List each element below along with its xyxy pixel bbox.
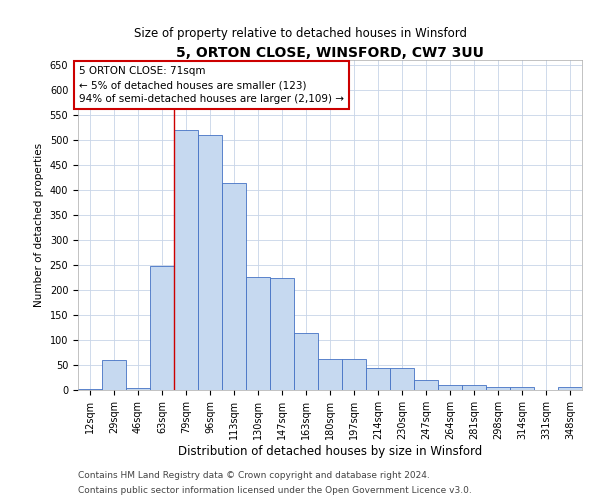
Title: 5, ORTON CLOSE, WINSFORD, CW7 3UU: 5, ORTON CLOSE, WINSFORD, CW7 3UU <box>176 46 484 60</box>
Bar <box>246 277 270 390</box>
Bar <box>294 332 318 390</box>
Text: 5 ORTON CLOSE: 71sqm
← 5% of detached houses are smaller (123)
94% of semi-detac: 5 ORTON CLOSE: 71sqm ← 5% of detached ho… <box>79 66 344 104</box>
Bar <box>462 385 486 390</box>
Bar <box>438 384 462 390</box>
Bar <box>318 359 342 390</box>
Text: Contains HM Land Registry data © Crown copyright and database right 2024.: Contains HM Land Registry data © Crown c… <box>78 471 430 480</box>
Bar <box>222 182 246 390</box>
X-axis label: Distribution of detached houses by size in Winsford: Distribution of detached houses by size … <box>178 444 482 458</box>
Bar <box>342 359 366 390</box>
Bar <box>558 387 582 390</box>
Bar <box>102 360 126 390</box>
Bar <box>270 278 294 390</box>
Bar <box>366 368 390 390</box>
Bar <box>486 386 510 390</box>
Bar <box>414 380 438 390</box>
Text: Size of property relative to detached houses in Winsford: Size of property relative to detached ho… <box>133 28 467 40</box>
Bar <box>174 130 198 390</box>
Bar <box>510 387 534 390</box>
Bar <box>198 135 222 390</box>
Y-axis label: Number of detached properties: Number of detached properties <box>34 143 44 307</box>
Bar <box>390 368 414 390</box>
Bar <box>78 388 102 390</box>
Bar <box>126 388 150 390</box>
Text: Contains public sector information licensed under the Open Government Licence v3: Contains public sector information licen… <box>78 486 472 495</box>
Bar <box>150 266 174 390</box>
